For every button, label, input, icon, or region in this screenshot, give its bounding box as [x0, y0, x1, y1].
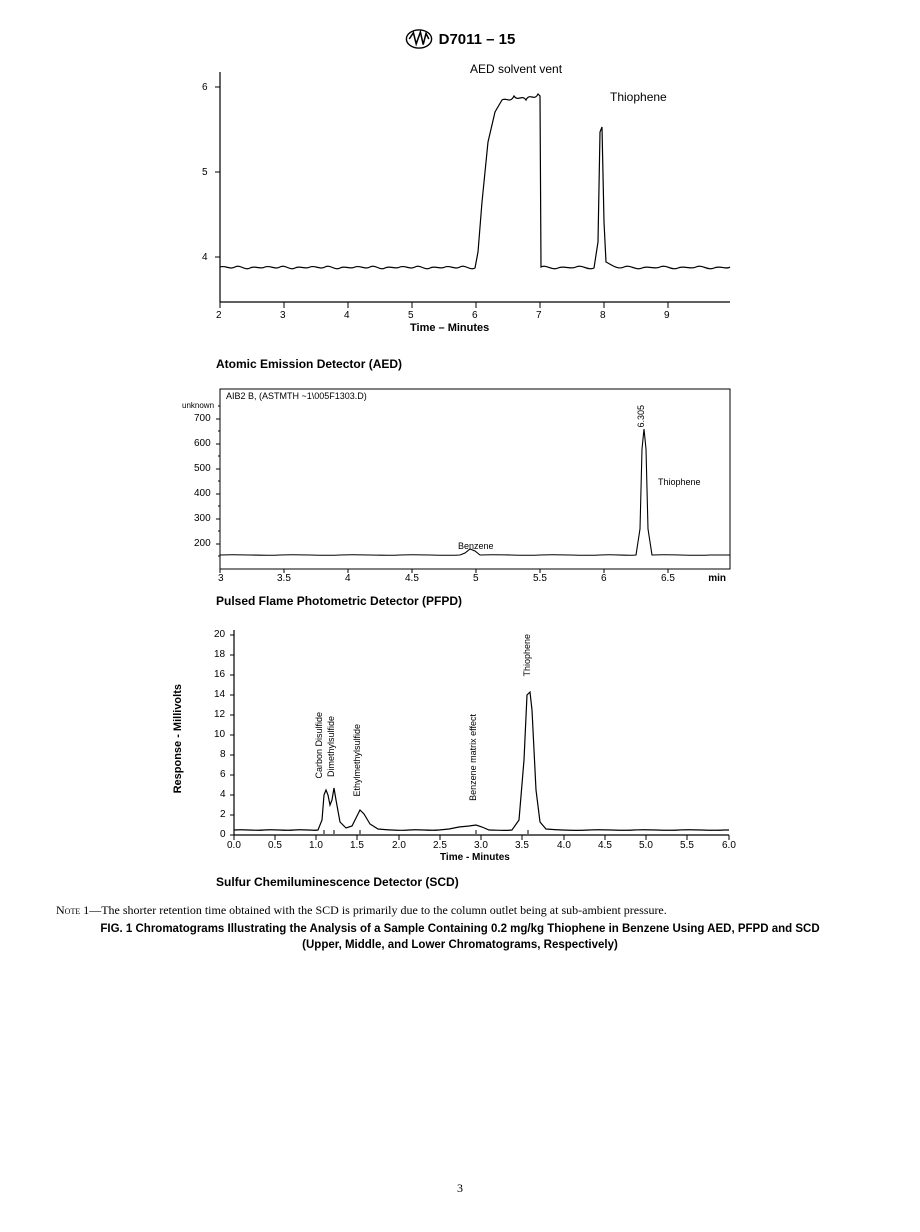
aed-thiophene-label: Thiophene	[610, 90, 667, 104]
scd-xt-12: 6.0	[722, 840, 736, 851]
aed-title: Atomic Emission Detector (AED)	[216, 357, 740, 371]
scd-xt-10: 5.0	[639, 840, 653, 851]
aed-xtick-6: 8	[600, 310, 606, 321]
pfpd-xt-3: 4.5	[405, 573, 419, 584]
scd-yt-3: 6	[220, 769, 226, 780]
pfpd-xt-4: 5	[473, 573, 479, 584]
scd-thiophene-label: Thiophene	[522, 634, 532, 677]
doc-header: D7011 – 15	[0, 0, 920, 50]
pfpd-yt-3: 500	[194, 463, 211, 474]
scd-bme-label: Benzene matrix effect	[468, 714, 478, 801]
chart-pfpd: AIB2 B, (ASTMTH ~1\005F1303.D) unknown 2…	[180, 385, 740, 608]
pfpd-xt-7: 6.5	[661, 573, 675, 584]
caption-line1: FIG. 1 Chromatograms Illustrating the An…	[100, 923, 819, 935]
scd-xt-6: 3.0	[474, 840, 488, 851]
pfpd-yt-1: 300	[194, 513, 211, 524]
scd-dms-label: Dimethylsulfide	[326, 716, 336, 777]
aed-xtick-3: 5	[408, 310, 414, 321]
scd-xt-5: 2.5	[433, 840, 447, 851]
scd-ylabel: Response - Millivolts	[172, 684, 184, 793]
aed-xtick-1: 3	[280, 310, 286, 321]
aed-xtick-5: 7	[536, 310, 542, 321]
scd-yt-10: 20	[214, 629, 225, 640]
scd-xt-1: 0.5	[268, 840, 282, 851]
scd-xt-11: 5.5	[680, 840, 694, 851]
pfpd-xt-5: 5.5	[533, 573, 547, 584]
note-prefix: Note 1	[56, 903, 89, 917]
scd-xt-4: 2.0	[392, 840, 406, 851]
pfpd-xt-1: 3.5	[277, 573, 291, 584]
chart-pfpd-svg	[180, 385, 740, 585]
scd-cs2-label: Carbon Disulfide	[314, 712, 324, 779]
pfpd-peak-rt: 6.305	[636, 405, 646, 428]
aed-xtick-2: 4	[344, 310, 350, 321]
aed-xtick-7: 9	[664, 310, 670, 321]
scd-xlabel: Time - Minutes	[440, 852, 510, 863]
scd-yt-9: 18	[214, 649, 225, 660]
aed-ytick-4: 4	[202, 252, 208, 263]
pfpd-yt-0: 200	[194, 538, 211, 549]
scd-title: Sulfur Chemiluminescence Detector (SCD)	[216, 875, 740, 889]
scd-yt-8: 16	[214, 669, 225, 680]
astm-logo-icon	[405, 28, 433, 50]
chart-scd: Response - Millivolts 0 2 4 6 8 10 12 14…	[180, 624, 740, 889]
aed-ytick-6: 6	[202, 82, 208, 93]
scd-yt-1: 2	[220, 809, 226, 820]
caption-line2: (Upper, Middle, and Lower Chromatograms,…	[302, 939, 618, 951]
pfpd-yt-4: 600	[194, 438, 211, 449]
pfpd-unknown-label: unknown	[182, 401, 214, 410]
scd-yt-5: 10	[214, 729, 225, 740]
chart-aed: 6 5 4 2 3 4 5 6 7 8 9 Time – Minutes AED…	[180, 62, 740, 371]
scd-xt-9: 4.5	[598, 840, 612, 851]
scd-xt-3: 1.5	[350, 840, 364, 851]
scd-yt-4: 8	[220, 749, 226, 760]
aed-ytick-5: 5	[202, 167, 208, 178]
chart-scd-svg	[180, 624, 740, 864]
pfpd-yt-2: 400	[194, 488, 211, 499]
scd-xt-7: 3.5	[515, 840, 529, 851]
pfpd-yt-5: 700	[194, 413, 211, 424]
aed-xlabel: Time – Minutes	[410, 322, 489, 334]
scd-ems-label: Ethylmethylsulfide	[352, 724, 362, 797]
page-number: 3	[0, 1181, 920, 1196]
pfpd-title: Pulsed Flame Photometric Detector (PFPD)	[216, 594, 740, 608]
scd-yt-6: 12	[214, 709, 225, 720]
scd-xt-8: 4.0	[557, 840, 571, 851]
aed-xtick-0: 2	[216, 310, 222, 321]
pfpd-benzene-label: Benzene	[458, 541, 494, 551]
aed-solvent-label: AED solvent vent	[470, 62, 562, 76]
pfpd-xt-0: 3	[218, 573, 224, 584]
pfpd-xt-2: 4	[345, 573, 351, 584]
scd-xt-0: 0.0	[227, 840, 241, 851]
scd-xt-2: 1.0	[309, 840, 323, 851]
scd-yt-2: 4	[220, 789, 226, 800]
pfpd-xunit: min	[708, 573, 726, 584]
doc-id: D7011 – 15	[439, 31, 516, 48]
figure-caption: FIG. 1 Chromatograms Illustrating the An…	[40, 922, 880, 953]
aed-xtick-4: 6	[472, 310, 478, 321]
note-text: —The shorter retention time obtained wit…	[89, 903, 667, 917]
pfpd-xt-6: 6	[601, 573, 607, 584]
pfpd-header-text: AIB2 B, (ASTMTH ~1\005F1303.D)	[226, 391, 367, 401]
scd-yt-7: 14	[214, 689, 225, 700]
scd-yt-0: 0	[220, 829, 226, 840]
note-1: Note 1—The shorter retention time obtain…	[56, 903, 864, 918]
pfpd-thiophene-label: Thiophene	[658, 477, 701, 487]
